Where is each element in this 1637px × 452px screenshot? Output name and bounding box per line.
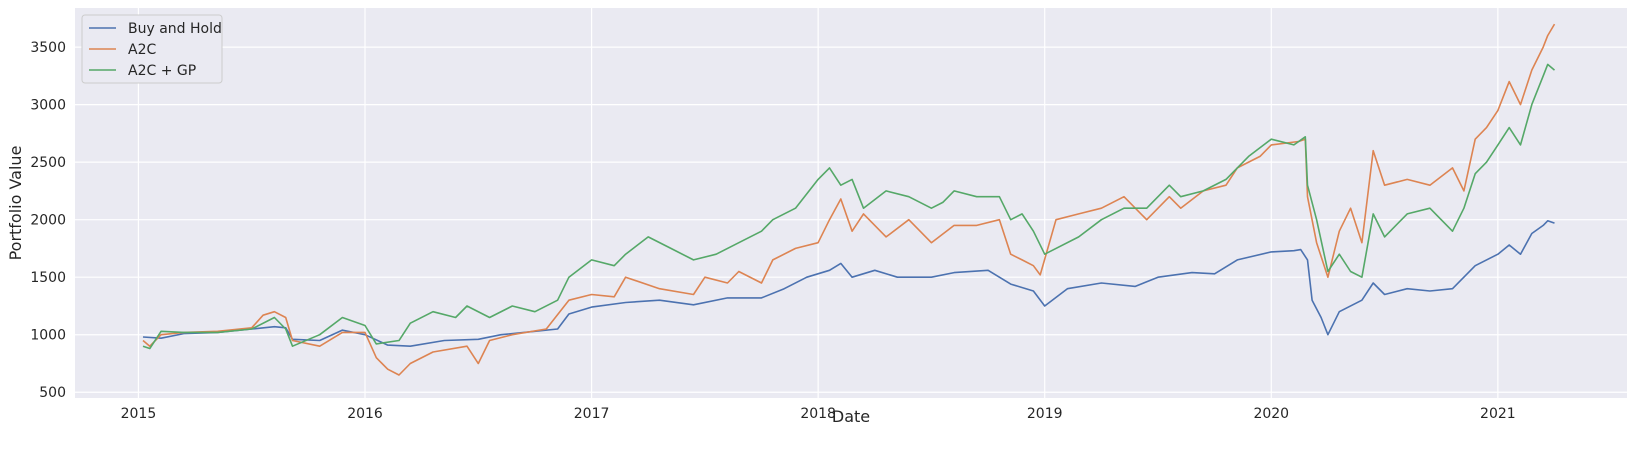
y-tick-label: 3500	[30, 40, 66, 56]
x-axis-label: Date	[832, 407, 870, 426]
y-tick-label: 3000	[30, 98, 66, 114]
series-line-a2c	[142, 23, 1556, 376]
y-tick-label: 1000	[30, 328, 66, 344]
y-tick-label: 1500	[30, 270, 66, 286]
y-axis-label: Portfolio Value	[6, 146, 25, 261]
x-tick-label: 2017	[574, 406, 610, 422]
legend-label-a2c: A2C	[128, 42, 156, 58]
legend-label-buy-and-hold: Buy and Hold	[128, 21, 222, 37]
x-tick-label: 2018	[800, 406, 836, 422]
y-tick-label: 500	[39, 385, 66, 401]
y-tick-label: 2500	[30, 155, 66, 171]
plot-area	[75, 8, 1627, 398]
legend: Buy and Hold A2C A2C + GP	[81, 14, 223, 84]
x-tick-label: 2021	[1480, 406, 1516, 422]
legend-box	[81, 14, 223, 84]
legend-label-a2c-gp: A2C + GP	[128, 63, 196, 79]
tick-labels: 2015 2016 2017 2018 2019 2020 2021 500 1000 1500 2…	[30, 40, 1515, 422]
x-tick-label: 2016	[347, 406, 383, 422]
x-tick-label: 2015	[121, 406, 157, 422]
x-tick-label: 2020	[1253, 406, 1289, 422]
series-line-buy-and-hold	[142, 220, 1555, 348]
y-tick-label: 2000	[30, 213, 66, 229]
x-tick-label: 2019	[1027, 406, 1063, 422]
series-line-a2c-gp	[142, 63, 1556, 350]
series-lines	[142, 23, 1556, 376]
